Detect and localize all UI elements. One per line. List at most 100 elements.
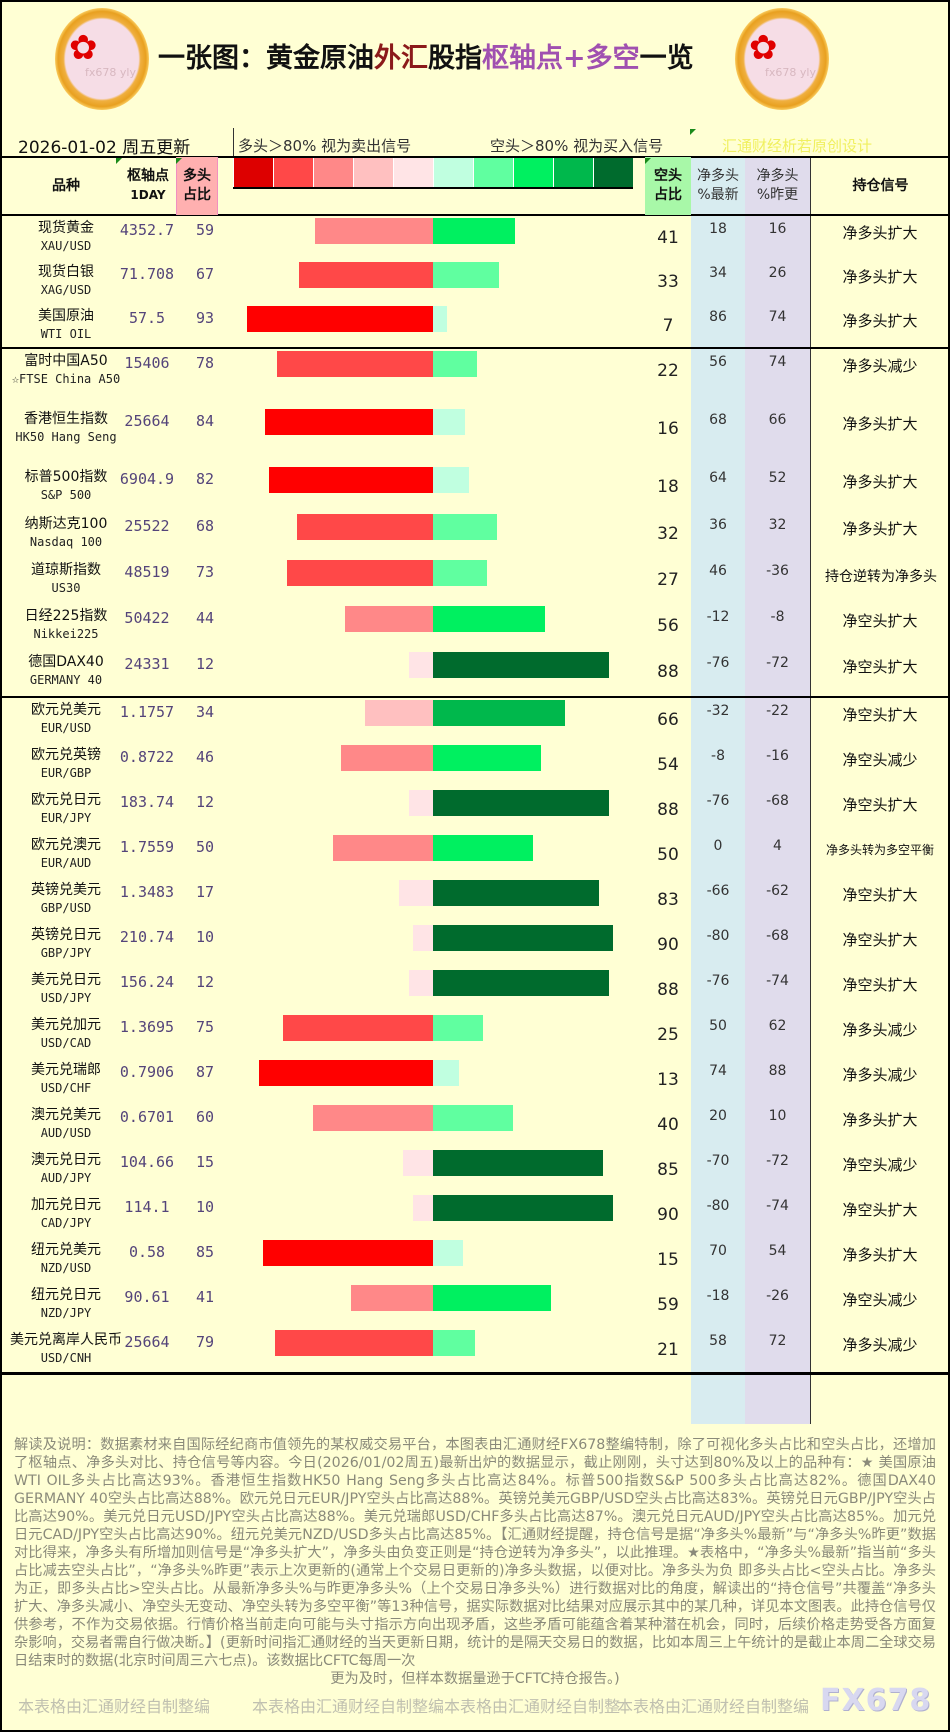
short-bar xyxy=(433,467,469,493)
long-percent: 17 xyxy=(195,883,215,901)
net-long-previous: -74 xyxy=(766,973,789,989)
comment-marker-icon xyxy=(176,158,182,164)
instrument-code: EUR/GBP xyxy=(40,766,92,780)
long-bar xyxy=(277,351,433,377)
table-row: 澳元兑日元 AUD/JPY 104.66 15 85 -70 -72 净空头减少 xyxy=(0,1148,950,1193)
short-percent: 88 xyxy=(657,800,679,820)
table-row: 香港恒生指数 HK50 Hang Seng 25664 84 16 68 66 净多头扩大 xyxy=(0,407,950,465)
instrument-name: 德国DAX40 GERMANY 40 xyxy=(0,653,132,689)
instrument-name: 美元兑日元 USD/JPY xyxy=(0,971,132,1007)
instrument-code: Nikkei225 xyxy=(33,627,99,641)
instrument-cn-name: 澳元兑日元 xyxy=(31,1152,101,1168)
long-bar xyxy=(399,880,433,906)
instrument-code: NZD/USD xyxy=(40,1261,92,1275)
instrument-cn-name: 纽元兑美元 xyxy=(31,1242,101,1258)
long-percent: 41 xyxy=(195,1288,215,1306)
position-signal: 持仓逆转为净多头 xyxy=(825,569,937,585)
pivot-value: 71.708 xyxy=(119,265,175,283)
net-long-previous: 52 xyxy=(768,470,787,486)
net-long-previous: 66 xyxy=(768,412,787,428)
short-bar xyxy=(433,409,465,435)
net-long-latest: -32 xyxy=(706,703,730,719)
net-long-previous: 4 xyxy=(773,838,782,854)
net-long-previous: 26 xyxy=(768,265,787,281)
instrument-name: 香港恒生指数 HK50 Hang Seng xyxy=(0,410,132,446)
instrument-cn-name: 道琼斯指数 xyxy=(31,562,101,578)
pivot-value: 1.3695 xyxy=(119,1018,175,1036)
short-percent: 88 xyxy=(657,980,679,1000)
short-signal-note: 空头＞80% 视为买入信号 xyxy=(490,137,664,155)
instrument-code: USD/JPY xyxy=(40,991,92,1005)
net-long-latest: 86 xyxy=(709,309,727,325)
legend-swatch xyxy=(513,158,553,187)
position-signal: 净多头减少 xyxy=(842,1021,918,1039)
long-percent: 10 xyxy=(195,1198,215,1216)
instrument-name: 澳元兑日元 AUD/JPY xyxy=(0,1151,132,1187)
net-long-latest: -76 xyxy=(706,793,730,809)
instrument-cn-name: 纳斯达克100 xyxy=(24,516,108,532)
instrument-name: 道琼斯指数 US30 xyxy=(0,561,132,597)
short-percent: 66 xyxy=(657,710,679,730)
instrument-cn-name: 美元兑加元 xyxy=(31,1017,101,1033)
instrument-cn-name: 欧元兑日元 xyxy=(31,792,101,808)
position-signal: 净多头减少 xyxy=(842,1336,918,1354)
instrument-code: ☆FTSE China A50 xyxy=(11,372,121,386)
position-signal: 净空头扩大 xyxy=(842,1201,918,1219)
explanation-text: 解读及说明：数据素材来自国际经纪商市值领先的某权威交易平台，本图表由汇通财经FX… xyxy=(14,1437,936,1669)
net-long-previous: -68 xyxy=(766,928,789,944)
net-long-latest: -80 xyxy=(706,928,730,944)
instrument-code: WTI OIL xyxy=(40,327,92,341)
instrument-name: 标普500指数 S&P 500 xyxy=(0,468,132,504)
position-signal: 净空头减少 xyxy=(842,1291,918,1309)
instrument-code: US30 xyxy=(51,581,81,595)
long-percent: 12 xyxy=(195,973,215,991)
instrument-code: S&P 500 xyxy=(40,488,92,502)
net-long-previous: 74 xyxy=(768,354,787,370)
instrument-code: XAG/USD xyxy=(40,283,92,297)
table-row: 美元兑瑞郎 USD/CHF 0.7906 87 13 74 88 净多头减少 xyxy=(0,1058,950,1103)
net-long-latest: -12 xyxy=(706,609,730,625)
instrument-cn-name: 英镑兑美元 xyxy=(31,882,101,898)
pivot-value: 90.61 xyxy=(124,1288,170,1306)
net-long-previous: -72 xyxy=(766,1153,789,1169)
col-header-name: 品种 xyxy=(52,177,80,194)
short-bar xyxy=(433,560,487,586)
long-percent: 75 xyxy=(195,1018,215,1036)
long-percent: 73 xyxy=(195,563,215,581)
instrument-cn-name: 澳元兑美元 xyxy=(31,1107,101,1123)
col-header-net-latest: 净多头 %最新 xyxy=(697,168,739,203)
pivot-value: 156.24 xyxy=(119,973,175,991)
pivot-value: 6904.9 xyxy=(119,470,175,488)
table-row: 欧元兑澳元 EUR/AUD 1.7559 50 50 0 4 净多头转为多空平衡 xyxy=(0,833,950,878)
table-row: 美元兑加元 USD/CAD 1.3695 75 25 50 62 净多头减少 xyxy=(0,1013,950,1058)
short-bar xyxy=(433,1015,483,1041)
position-signal: 净多头扩大 xyxy=(842,268,918,286)
net-long-previous: 54 xyxy=(768,1243,787,1259)
instrument-code: AUD/JPY xyxy=(40,1171,92,1185)
instrument-name: 纽元兑美元 NZD/USD xyxy=(0,1241,132,1277)
instrument-code: USD/CHF xyxy=(40,1081,92,1095)
instrument-code: NZD/JPY xyxy=(40,1306,92,1320)
net-long-latest: 46 xyxy=(709,563,727,579)
long-bar xyxy=(413,925,433,951)
long-percent: 85 xyxy=(195,1243,215,1261)
position-signal: 净多头扩大 xyxy=(842,1111,918,1129)
pivot-value: 1.3483 xyxy=(119,883,175,901)
long-percent: 78 xyxy=(195,354,215,372)
short-bar xyxy=(433,514,497,540)
watermark: 本表格由汇通财经自制整编 xyxy=(18,1697,211,1716)
long-bar xyxy=(299,262,433,288)
long-bar xyxy=(315,218,433,244)
short-bar xyxy=(433,306,447,332)
short-bar xyxy=(433,700,565,726)
net-long-previous: 88 xyxy=(768,1063,787,1079)
short-bar xyxy=(433,262,499,288)
table-row: 富时中国A50 ☆FTSE China A50 15406 78 22 56 74 净多头减少 xyxy=(0,349,950,407)
instrument-name: 欧元兑美元 EUR/USD xyxy=(0,701,132,737)
instrument-name: 纳斯达克100 Nasdaq 100 xyxy=(0,515,132,551)
long-percent: 50 xyxy=(195,838,215,856)
short-bar xyxy=(433,606,545,632)
net-long-latest: 70 xyxy=(709,1243,727,1259)
instrument-cn-name: 富时中国A50 xyxy=(24,353,108,369)
instrument-name: 英镑兑日元 GBP/JPY xyxy=(0,926,132,962)
